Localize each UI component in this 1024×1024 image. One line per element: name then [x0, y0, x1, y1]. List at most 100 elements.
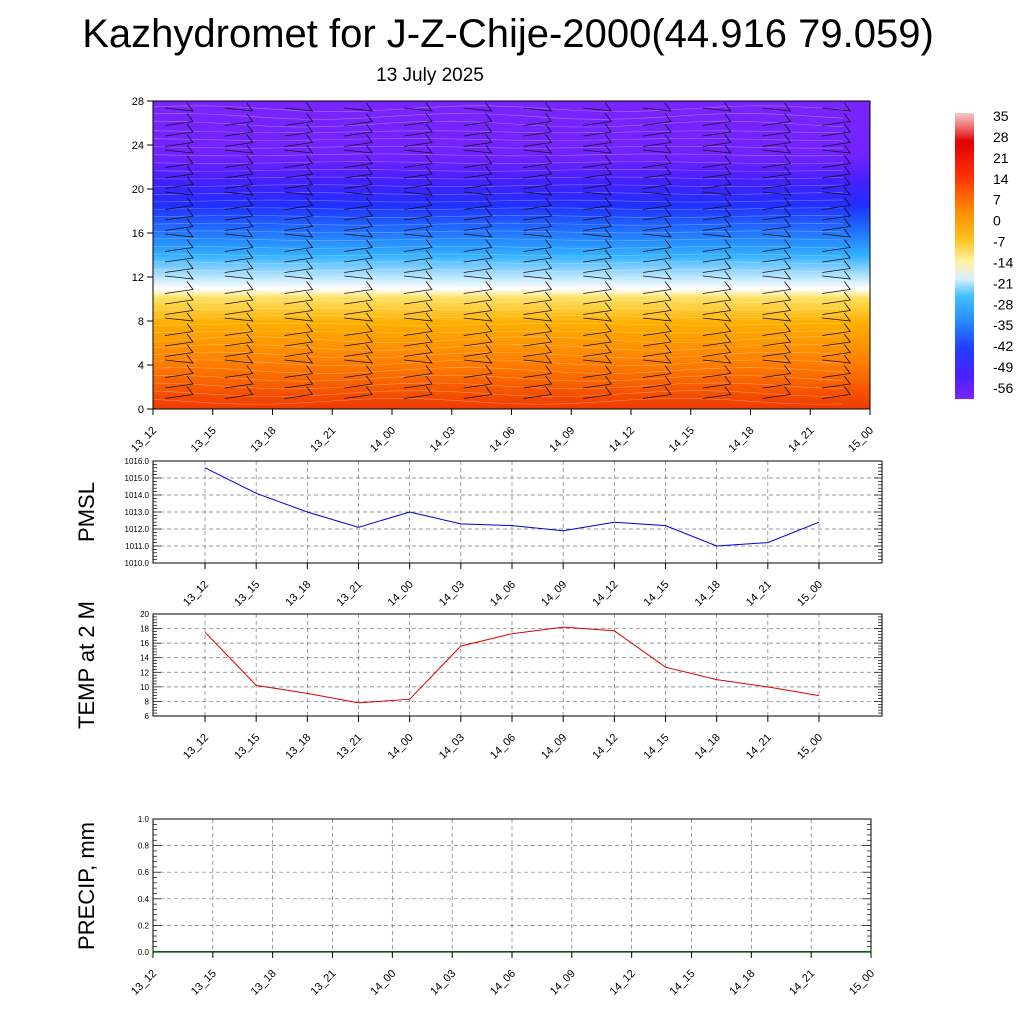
wind-barb [224, 365, 254, 378]
wind-barb [284, 165, 314, 179]
wind-barb [523, 197, 553, 210]
wind-barb [164, 249, 194, 263]
contour-line [152, 374, 844, 382]
wind-barb [463, 123, 493, 137]
colorbar-label: -21 [993, 275, 1013, 291]
pmsl-panel: 1010.0 1011.0 1012.0 1013.0 1014.0 1015.0 1016… [74, 457, 883, 609]
wind-barb [822, 312, 852, 322]
wind-barb [642, 375, 672, 389]
wind-barb [702, 155, 732, 168]
pmsl-xtick-label: 13_12 [181, 579, 211, 609]
wind-barb [642, 186, 672, 196]
contour-line [152, 344, 844, 351]
wind-barb [762, 270, 792, 280]
contour-line [152, 176, 844, 180]
chart-subtitle: 13 July 2025 [376, 65, 484, 86]
colorbar-label: 21 [993, 150, 1009, 166]
wind-barb [463, 176, 493, 189]
wind-barb [463, 323, 493, 336]
wind-barb [762, 186, 792, 196]
wind-barb [822, 365, 851, 378]
heatmap-xtick-label: 13_21 [308, 425, 338, 455]
wind-barb [344, 155, 373, 168]
colorbar-label: -14 [993, 254, 1013, 270]
wind-barb [224, 165, 254, 179]
wind-barb [463, 312, 493, 322]
precip-xtick-label: 14_00 [368, 968, 398, 998]
wind-barb [523, 291, 553, 305]
wind-barb [642, 386, 672, 399]
wind-barb [702, 186, 732, 196]
wind-barb [224, 113, 254, 126]
wind-barb [822, 260, 851, 273]
wind-barb [583, 249, 612, 263]
wind-barb [822, 113, 851, 126]
wind-barb [403, 113, 433, 126]
wind-barb [284, 344, 314, 357]
wind-barb [463, 186, 493, 196]
wind-barb [164, 386, 194, 399]
wind-barb [224, 228, 254, 238]
wind-barb [642, 260, 672, 273]
precip-xtick-label: 14_09 [548, 968, 578, 998]
wind-barb [583, 165, 612, 179]
wind-barb [762, 123, 792, 137]
pmsl-ytick-label: 1011.0 [125, 542, 149, 551]
pmsl-series-line [204, 467, 820, 547]
wind-barb [164, 144, 194, 154]
wind-barb [164, 375, 194, 389]
wind-barb [702, 375, 732, 389]
precip-panel: 0.0 0.2 0.4 0.6 0.8 1.0 13_12 13_15 13_18 13_21 14… [74, 815, 877, 998]
wind-barb [403, 176, 433, 189]
wind-barb [403, 249, 433, 263]
wind-barb [344, 344, 373, 357]
wind-barb [642, 218, 672, 231]
temp-xtick-label: 13_12 [181, 732, 211, 762]
wind-barb [523, 302, 553, 315]
wind-barb [822, 323, 851, 336]
temp-xtick-label: 13_18 [283, 732, 313, 762]
wind-barb [344, 365, 373, 378]
wind-barb [702, 281, 732, 294]
colorbar-fill [955, 113, 974, 399]
wind-barb [642, 312, 672, 322]
wind-barb [702, 386, 732, 399]
wind-barb [702, 312, 732, 322]
wind-barb [762, 323, 792, 336]
wind-barb [642, 165, 672, 179]
wind-barb [284, 365, 314, 378]
wind-barb [344, 134, 373, 147]
wind-barb [164, 365, 194, 378]
contour-line [152, 261, 844, 264]
wind-barb [403, 197, 433, 210]
wind-barb [403, 386, 433, 399]
wind-barb [284, 249, 314, 263]
contour-line [152, 323, 844, 326]
wind-barb [463, 218, 493, 231]
wind-barb [642, 176, 672, 189]
wind-barb [164, 281, 194, 294]
pmsl-xtick-label: 14_15 [642, 579, 672, 609]
wind-barb [523, 123, 553, 137]
wind-barb [762, 312, 792, 322]
wind-barb [403, 144, 433, 154]
colorbar-label: -7 [993, 234, 1006, 250]
wind-barb [523, 344, 553, 357]
wind-barb [642, 102, 672, 112]
wind-barb [224, 270, 254, 280]
wind-barb [702, 134, 732, 147]
wind-barb [523, 270, 553, 280]
wind-barb [583, 123, 612, 137]
wind-barb [822, 123, 851, 137]
wind-barb [284, 207, 314, 221]
wind-barb [284, 270, 314, 280]
colorbar-label: -35 [993, 317, 1013, 333]
wind-barb [822, 186, 852, 196]
wind-barb [403, 228, 433, 238]
wind-barb [702, 333, 732, 347]
wind-barb [702, 207, 732, 221]
wind-barb [642, 281, 672, 294]
temp-xtick-label: 14_00 [386, 732, 416, 762]
wind-barb [523, 333, 553, 347]
precip-xtick-label: 13_21 [309, 968, 339, 998]
